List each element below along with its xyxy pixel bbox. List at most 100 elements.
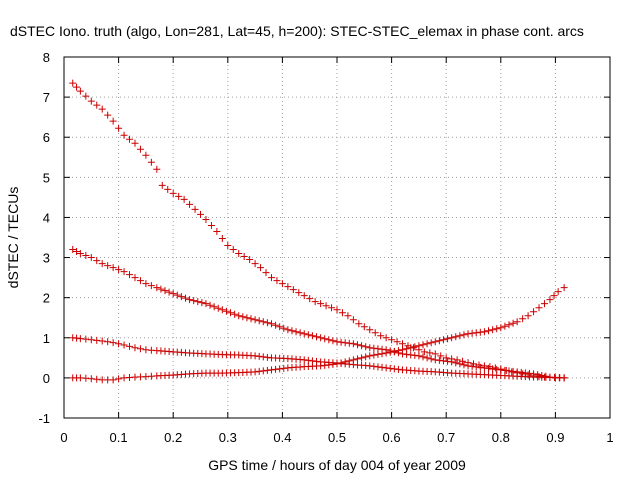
data-point: [374, 363, 382, 371]
data-point: [513, 318, 521, 326]
x-tick-label: 1: [606, 430, 613, 445]
data-point: [378, 350, 386, 358]
data-point: [177, 293, 185, 301]
data-point: [109, 339, 117, 347]
data-point: [485, 364, 493, 372]
x-tick-label: 0: [60, 430, 67, 445]
data-point: [165, 288, 173, 296]
data-point: [366, 352, 374, 360]
x-tick-label: 0.9: [546, 430, 564, 445]
data-point: [358, 342, 366, 350]
x-tick-label: 0.6: [383, 430, 401, 445]
data-point: [435, 337, 443, 345]
data-point: [386, 348, 394, 356]
data-point: [207, 221, 215, 229]
data-point: [82, 252, 90, 260]
series-1: [69, 79, 568, 382]
data-point: [120, 341, 128, 349]
data-point: [240, 253, 248, 261]
data-point: [460, 331, 468, 339]
data-point: [419, 341, 427, 349]
data-point: [448, 334, 456, 342]
data-point: [456, 360, 464, 368]
data-point: [251, 260, 259, 268]
data-point: [194, 298, 202, 306]
data-point: [403, 345, 411, 353]
data-point: [76, 87, 84, 95]
data-point: [173, 291, 181, 299]
data-point: [415, 342, 423, 350]
data-point: [325, 361, 333, 369]
data-point: [296, 329, 304, 337]
data-point: [142, 151, 150, 159]
data-point: [288, 327, 296, 335]
data-point: [272, 321, 280, 329]
data-point: [161, 287, 169, 295]
data-point: [98, 337, 106, 345]
data-point: [289, 286, 297, 294]
data-point: [411, 343, 419, 351]
data-point: [300, 330, 308, 338]
data-point: [259, 318, 267, 326]
data-point: [153, 284, 161, 292]
data-point: [338, 309, 346, 317]
data-point: [76, 335, 84, 343]
data-point: [169, 189, 177, 197]
data-point: [115, 124, 123, 132]
data-point: [407, 344, 415, 352]
data-point: [93, 257, 101, 265]
data-point: [76, 250, 84, 258]
data-point: [399, 340, 407, 348]
data-point: [98, 260, 106, 268]
data-point: [393, 338, 401, 346]
data-point: [69, 246, 77, 254]
data-point: [341, 339, 349, 347]
data-point: [272, 365, 280, 373]
data-point: [328, 304, 336, 312]
data-point: [472, 363, 480, 371]
data-point: [519, 315, 527, 323]
data-point: [411, 351, 419, 359]
data-point: [251, 352, 259, 360]
data-point: [317, 362, 325, 370]
data-point: [224, 242, 232, 250]
data-point: [235, 312, 243, 320]
x-tick-label: 0.3: [219, 430, 237, 445]
data-point: [263, 353, 271, 361]
data-point: [87, 336, 95, 344]
data-point: [399, 346, 407, 354]
data-point: [322, 302, 330, 310]
data-point: [554, 288, 562, 296]
data-point: [456, 332, 464, 340]
data-point: [437, 352, 445, 360]
data-point: [476, 363, 484, 371]
data-point: [263, 366, 271, 374]
data-point: [423, 340, 431, 348]
x-tick-label: 0.2: [164, 430, 182, 445]
data-point: [136, 145, 144, 153]
data-point: [540, 300, 548, 308]
data-point: [480, 364, 488, 372]
y-tick-label: 7: [43, 90, 50, 105]
data-point: [480, 328, 488, 336]
x-tick-label: 0.1: [110, 430, 128, 445]
data-point: [175, 192, 183, 200]
data-point: [276, 323, 284, 331]
data-point: [210, 303, 218, 311]
data-point: [304, 331, 312, 339]
data-point: [191, 205, 199, 213]
y-tick-label: 1: [43, 331, 50, 346]
data-point: [464, 362, 472, 370]
data-point: [362, 343, 370, 351]
data-point: [218, 306, 226, 314]
data-point: [198, 299, 206, 307]
data-point: [344, 312, 352, 320]
data-point: [251, 316, 259, 324]
data-point: [136, 277, 144, 285]
data-point: [259, 367, 267, 375]
data-point: [82, 335, 90, 343]
data-point: [131, 344, 139, 352]
data-point: [229, 246, 237, 254]
data-point: [550, 292, 558, 300]
